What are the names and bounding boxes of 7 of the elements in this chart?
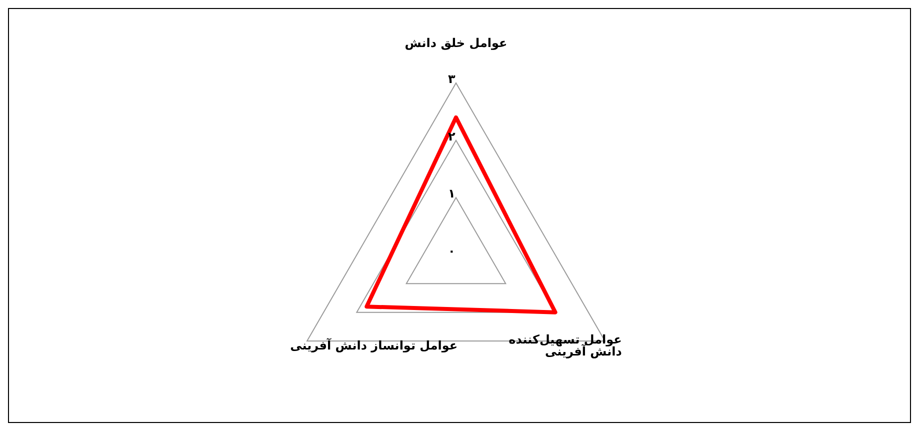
y-tick-label: ۳	[448, 72, 456, 86]
y-tick-label: ۰	[448, 244, 456, 258]
spoke-label: عوامل تسهیل‌کننده دانش آفرینی	[508, 332, 622, 358]
y-tick-label: ۱	[448, 186, 456, 201]
spoke-label: عوامل توانساز دانش آفرینی	[290, 337, 458, 352]
spoke-label: عوامل خلق دانش	[404, 36, 508, 50]
y-tick-label: ۲	[448, 129, 456, 144]
